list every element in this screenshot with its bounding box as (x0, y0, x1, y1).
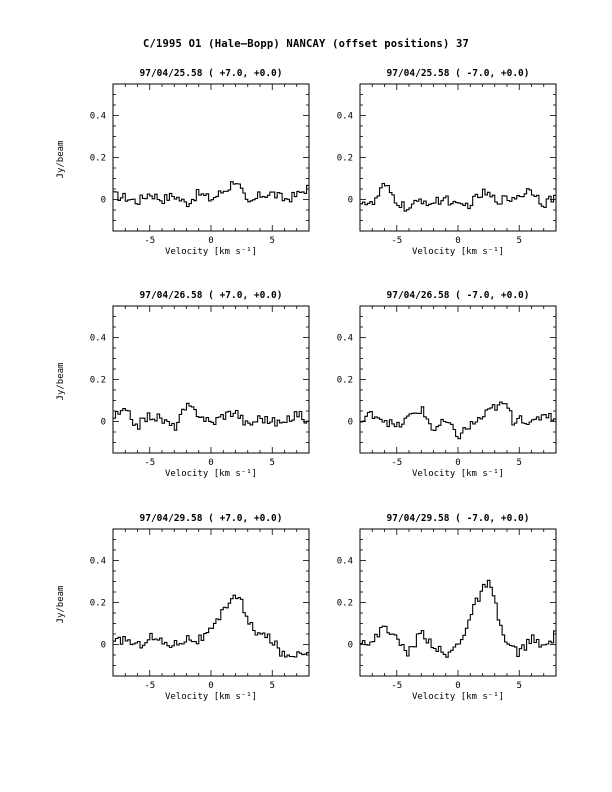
x-axis-label: Velocity [km s⁻¹] (165, 247, 257, 257)
panel-title: 97/04/25.58 ( +7.0, +0.0) (140, 68, 283, 79)
panel-title: 97/04/29.58 ( +7.0, +0.0) (140, 513, 283, 524)
y-tick-label: 0.2 (90, 599, 106, 609)
y-tick-label: 0.4 (90, 334, 106, 344)
x-tick-label: 0 (455, 236, 460, 246)
y-tick-label: 0.2 (90, 154, 106, 164)
spectrum-panel: 97/04/25.58 ( -7.0, +0.0) -5 0 5 0 0.2 0.4 Velo… (337, 68, 557, 257)
x-axis-label: Velocity [km s⁻¹] (412, 247, 504, 257)
spectrum-line (113, 181, 309, 208)
plot-frame (359, 305, 557, 454)
x-tick-label: -5 (391, 458, 402, 468)
y-tick-label: 0 (348, 418, 353, 428)
spectrum-panel: 97/04/25.58 ( +7.0, +0.0) -5 0 5 0 0.2 0.4 Velo… (56, 68, 310, 257)
panel-title: 97/04/26.58 ( -7.0, +0.0) (387, 290, 530, 301)
panel-title: 97/04/29.58 ( -7.0, +0.0) (387, 513, 530, 524)
x-tick-label: -5 (144, 681, 155, 691)
y-tick-label: 0.2 (90, 376, 106, 386)
spectrum-line (360, 182, 556, 212)
x-tick-label: 5 (270, 681, 275, 691)
plot-frame (112, 83, 310, 232)
y-axis-label: Jy/beam (56, 141, 66, 179)
spectrum-panel: 97/04/26.58 ( -7.0, +0.0) -5 0 5 0 0.2 0.4 Velo… (337, 290, 557, 479)
x-tick-label: 0 (208, 681, 213, 691)
plot-frame (359, 528, 557, 677)
y-tick-label: 0 (101, 641, 106, 651)
y-axis-label: Jy/beam (56, 586, 66, 624)
page-title: C/1995 O1 (Hale–Bopp) NANCAY (offset pos… (142, 38, 470, 50)
y-tick-label: 0.4 (90, 112, 106, 122)
x-tick-label: -5 (391, 681, 402, 691)
x-axis-label: Velocity [km s⁻¹] (165, 469, 257, 479)
y-tick-label: 0.4 (90, 557, 106, 567)
x-tick-label: 0 (455, 458, 460, 468)
spectrum-panel: 97/04/26.58 ( +7.0, +0.0) -5 0 5 0 0.2 0.4 Velo… (56, 290, 310, 479)
x-tick-label: -5 (144, 458, 155, 468)
y-tick-label: 0 (348, 196, 353, 206)
spectrum-line (360, 401, 556, 440)
y-tick-label: 0.2 (337, 154, 353, 164)
y-tick-label: 0 (101, 196, 106, 206)
plot-frame (112, 305, 310, 454)
plot-frame (359, 83, 557, 232)
x-tick-label: -5 (391, 236, 402, 246)
panel-title: 97/04/25.58 ( -7.0, +0.0) (387, 68, 530, 79)
x-tick-label: 0 (208, 236, 213, 246)
spectrum-line (360, 579, 556, 658)
spectrum-panel: 97/04/29.58 ( -7.0, +0.0) -5 0 5 0 0.2 0.4 Velo… (337, 513, 557, 702)
x-tick-label: 0 (455, 681, 460, 691)
y-tick-label: 0.4 (337, 557, 353, 567)
x-tick-label: 0 (208, 458, 213, 468)
y-axis-label: Jy/beam (56, 363, 66, 401)
x-tick-label: 5 (270, 236, 275, 246)
y-tick-label: 0 (348, 641, 353, 651)
x-tick-label: 5 (517, 236, 522, 246)
panel-title: 97/04/26.58 ( +7.0, +0.0) (140, 290, 283, 301)
spectrum-line (113, 402, 309, 431)
y-tick-label: 0.4 (337, 112, 353, 122)
x-axis-label: Velocity [km s⁻¹] (165, 692, 257, 702)
y-tick-label: 0.4 (337, 334, 353, 344)
x-tick-label: -5 (144, 236, 155, 246)
x-tick-label: 5 (517, 458, 522, 468)
spectrum-panel: 97/04/29.58 ( +7.0, +0.0) -5 0 5 0 0.2 0.4 Velo… (56, 513, 310, 702)
spectrum-line (113, 594, 309, 658)
x-axis-label: Velocity [km s⁻¹] (412, 692, 504, 702)
y-tick-label: 0.2 (337, 599, 353, 609)
y-tick-label: 0 (101, 418, 106, 428)
y-tick-label: 0.2 (337, 376, 353, 386)
x-tick-label: 5 (270, 458, 275, 468)
x-axis-label: Velocity [km s⁻¹] (412, 469, 504, 479)
x-tick-label: 5 (517, 681, 522, 691)
